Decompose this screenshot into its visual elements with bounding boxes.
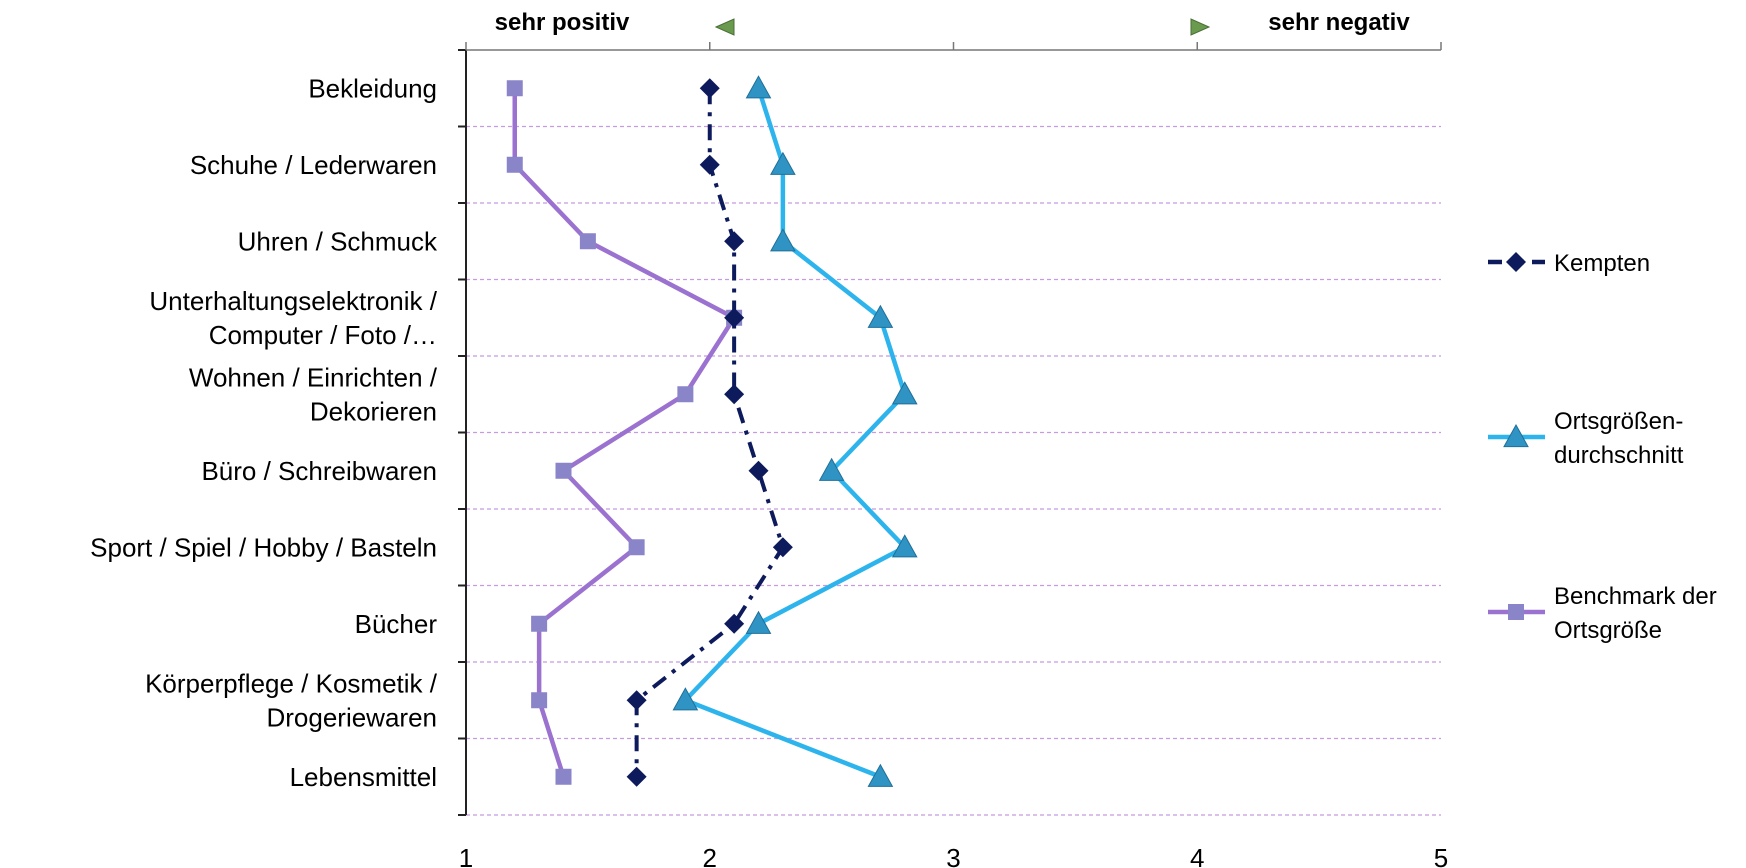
data-point-1 bbox=[770, 151, 796, 175]
data-point-2 bbox=[531, 692, 548, 709]
data-point-2 bbox=[531, 615, 548, 632]
data-point-1 bbox=[891, 534, 918, 558]
category-label: Drogeriewaren bbox=[266, 702, 437, 732]
data-point-2 bbox=[555, 768, 572, 785]
data-point-0 bbox=[626, 690, 647, 711]
legend-marker-0 bbox=[1506, 252, 1526, 272]
legend-label: Benchmark der bbox=[1554, 583, 1717, 610]
labels: 1 2 3 4 5 sehr positiv sehr negativ Bekleidung S… bbox=[90, 9, 1448, 868]
category-label: Uhren / Schmuck bbox=[238, 226, 438, 256]
legend-marker-2 bbox=[1508, 604, 1524, 620]
series-line-1 bbox=[683, 87, 907, 779]
data-point-0 bbox=[724, 307, 745, 328]
x-tick-label: 2 bbox=[703, 843, 717, 868]
legend-label: durchschnitt bbox=[1554, 442, 1684, 469]
scale-label-right: sehr negativ bbox=[1268, 9, 1410, 36]
gridlines bbox=[466, 125, 1441, 816]
data-point-1 bbox=[745, 75, 772, 99]
category-label: Lebensmittel bbox=[290, 762, 437, 792]
data-point-0 bbox=[748, 460, 769, 481]
legend-label: Ortsgröße bbox=[1554, 617, 1662, 644]
category-label: Schuhe / Lederwaren bbox=[190, 150, 437, 180]
axes bbox=[458, 42, 1442, 816]
category-label: Unterhaltungselektronik / bbox=[149, 286, 437, 316]
data-point-2 bbox=[628, 539, 645, 556]
x-tick-label: 5 bbox=[1434, 843, 1448, 868]
data-point-0 bbox=[724, 384, 745, 405]
category-label: Körperpflege / Kosmetik / bbox=[145, 668, 438, 698]
arrow-left-icon bbox=[714, 18, 735, 36]
data-point-1 bbox=[672, 687, 699, 711]
x-tick-label: 1 bbox=[459, 843, 473, 868]
data-point-1 bbox=[745, 610, 772, 634]
data-point-1 bbox=[770, 228, 796, 252]
data-point-0 bbox=[699, 78, 720, 99]
category-label: Büro / Schreibwaren bbox=[201, 456, 437, 486]
scale-label-left: sehr positiv bbox=[495, 9, 630, 36]
arrow-right-icon bbox=[1190, 18, 1211, 36]
category-label: Bücher bbox=[355, 609, 438, 639]
category-label: Wohnen / Einrichten / bbox=[189, 362, 438, 392]
legend-label: Ortsgrößen- bbox=[1554, 408, 1683, 435]
series-line-0 bbox=[634, 88, 785, 777]
data-point-0 bbox=[626, 766, 647, 787]
data-point-1 bbox=[867, 304, 894, 328]
series-line-2 bbox=[512, 88, 737, 778]
data-point-0 bbox=[699, 154, 720, 175]
data-point-2 bbox=[506, 80, 523, 97]
data-point-2 bbox=[555, 462, 572, 479]
data-point-2 bbox=[506, 156, 523, 173]
category-label: Bekleidung bbox=[308, 73, 437, 103]
x-tick-label: 4 bbox=[1190, 843, 1204, 868]
x-tick-label: 3 bbox=[946, 843, 960, 868]
data-point-2 bbox=[579, 233, 596, 250]
data-point-1 bbox=[818, 457, 845, 481]
data-point-0 bbox=[724, 231, 745, 252]
legend-label: Kempten bbox=[1554, 250, 1650, 277]
legend-marker-1 bbox=[1503, 423, 1529, 448]
series bbox=[506, 75, 918, 787]
data-point-0 bbox=[724, 613, 745, 634]
category-label: Sport / Spiel / Hobby / Basteln bbox=[90, 532, 437, 562]
data-point-2 bbox=[677, 386, 694, 403]
data-point-0 bbox=[772, 537, 793, 558]
category-label: Dekorieren bbox=[310, 396, 437, 426]
category-label: Computer / Foto /… bbox=[209, 320, 437, 350]
legend: Kempten Ortsgrößen-durchschnitt Benchmark … bbox=[1488, 250, 1717, 644]
data-point-1 bbox=[891, 381, 918, 405]
data-point-1 bbox=[867, 763, 894, 787]
